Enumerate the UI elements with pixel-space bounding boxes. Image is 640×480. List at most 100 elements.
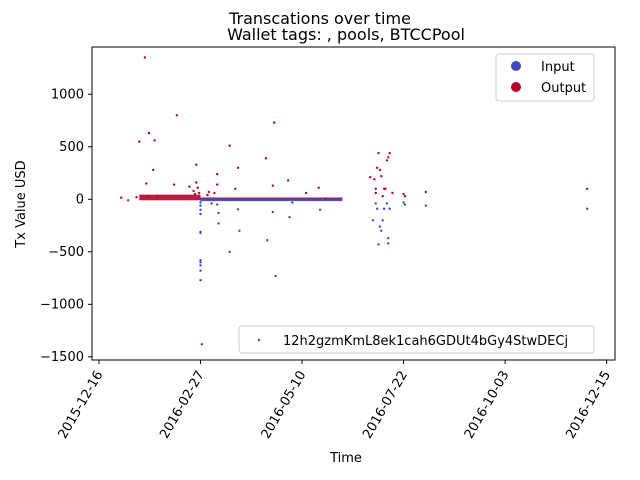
input-data-point	[199, 278, 202, 282]
output-data-point	[172, 183, 176, 186]
input-data-point	[199, 269, 202, 272]
input-data-point	[199, 212, 202, 216]
y-axis-label: Tx Value USD	[14, 160, 29, 248]
output-data-point	[385, 159, 389, 162]
output-data-point	[192, 189, 195, 193]
y-tick-label: −1000	[40, 297, 84, 312]
output-data-point	[146, 194, 149, 198]
output-data-point	[195, 181, 198, 184]
input-data-point	[291, 201, 294, 204]
output-data-point	[391, 191, 394, 195]
legend-marker-input	[511, 61, 521, 71]
output-data-point	[374, 191, 377, 195]
output-data-point	[388, 151, 391, 155]
output-data-point	[228, 144, 231, 147]
output-data-point	[271, 184, 275, 187]
legend-label-input: Input	[541, 60, 575, 75]
output-data-point	[387, 156, 390, 159]
output-data-point	[375, 166, 379, 169]
address-legend-marker	[257, 338, 261, 342]
output-data-point	[236, 166, 240, 169]
address-legend-box	[238, 325, 595, 354]
input-data-point	[371, 219, 375, 222]
output-data-point	[377, 151, 380, 155]
input-data-point	[403, 203, 407, 206]
input-data-point	[217, 222, 220, 225]
input-data-point	[199, 261, 202, 264]
input-data-point	[385, 202, 389, 205]
output-data-point	[152, 168, 155, 172]
output-data-point	[403, 194, 407, 198]
input-data-point	[199, 264, 202, 267]
output-data-point	[197, 191, 201, 195]
input-data-point	[200, 343, 204, 346]
output-data-point	[273, 121, 276, 124]
legend-marker-output	[511, 82, 521, 92]
input-data-point	[199, 201, 202, 204]
output-data-point	[381, 194, 384, 198]
output-data-point	[147, 131, 151, 135]
output-data-point	[264, 157, 268, 160]
output-data-point	[324, 197, 327, 200]
output-data-point	[193, 192, 197, 196]
input-data-point	[381, 219, 384, 222]
input-data-point	[288, 215, 291, 219]
input-data-point	[199, 231, 202, 235]
input-data-point	[274, 274, 277, 278]
output-data-point	[175, 114, 179, 117]
input-data-point	[388, 207, 391, 210]
input-data-point	[387, 242, 390, 245]
output-data-point	[143, 56, 147, 59]
chart-subtitle: Wallet tags: , pools, BTCCPool	[227, 25, 465, 44]
dense-bands	[139, 194, 343, 202]
input-data-point	[266, 239, 269, 242]
output-data-point	[585, 187, 589, 190]
output-data-point	[195, 163, 198, 166]
chart-title: Transcations over time	[228, 9, 411, 28]
output-data-point	[424, 190, 428, 194]
output-data-point	[286, 179, 290, 182]
output-data-point	[138, 140, 141, 143]
input-data-point	[236, 208, 240, 211]
output-data-point	[213, 191, 216, 195]
output-data-point	[215, 172, 219, 176]
output-dense-band	[139, 194, 201, 201]
y-tick-label: −1500	[40, 350, 84, 365]
output-data-point	[188, 185, 191, 188]
output-data-point	[317, 186, 320, 189]
input-data-point	[228, 250, 231, 254]
input-data-point	[387, 236, 390, 240]
output-data-point	[153, 139, 156, 142]
input-data-point	[424, 204, 428, 207]
output-data-point	[135, 195, 138, 199]
input-data-point	[126, 199, 130, 202]
output-data-point	[380, 174, 383, 178]
output-data-point	[215, 183, 219, 186]
input-data-point	[377, 243, 380, 246]
address-legend: 12h2gzmKmL8ek1cah6GDUt4bGy4StwDECj	[238, 325, 595, 354]
output-data-point	[384, 187, 387, 190]
y-tick-label: 0	[76, 192, 84, 207]
output-data-point	[145, 182, 148, 185]
output-data-point	[234, 187, 237, 190]
output-data-point	[206, 193, 209, 197]
legend-label-output: Output	[541, 81, 586, 96]
input-data-point	[402, 201, 405, 204]
data-points	[120, 56, 589, 346]
plot-frame	[91, 46, 616, 361]
input-dense-band	[200, 198, 343, 202]
input-data-point	[238, 229, 241, 233]
x-axis-label: Time	[329, 451, 362, 466]
output-data-point	[373, 178, 376, 181]
output-data-point	[378, 168, 382, 172]
input-data-point	[217, 211, 220, 215]
output-data-point	[156, 195, 159, 198]
output-data-point	[305, 191, 308, 195]
input-data-point	[199, 208, 202, 212]
output-data-point	[196, 186, 199, 189]
input-data-point	[271, 210, 275, 214]
output-data-point	[120, 196, 123, 199]
input-data-point	[585, 207, 589, 210]
input-data-point	[210, 202, 213, 205]
